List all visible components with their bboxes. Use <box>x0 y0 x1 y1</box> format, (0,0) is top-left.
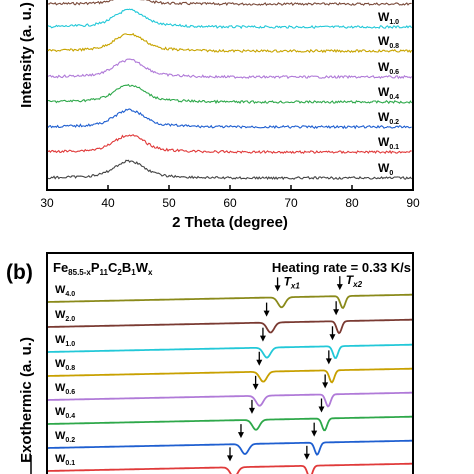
dsc-series-line <box>48 318 412 335</box>
tx-arrow-head <box>311 430 318 437</box>
panel-b: (b) Fe85.5-xP11C2B1Wx Heating rate = 0.3… <box>6 252 414 474</box>
panel-a: 2.0 W1.0 W0.8 W0.6 W0.4 W0.2 W0.1 W0 30 40 50 60 70… <box>18 0 420 231</box>
xrd-series-label: 2.0 <box>398 0 410 1</box>
tx-arrow-head <box>263 310 270 317</box>
xrd-series-line <box>47 159 413 181</box>
xrd-series-line <box>48 83 413 105</box>
tx-arrow-head <box>303 453 310 460</box>
dsc-series-line <box>48 367 412 384</box>
tx-marker-label: Tx2 <box>346 273 363 289</box>
dsc-series-label: W2.0 <box>55 309 75 323</box>
xrd-series-line <box>47 58 413 80</box>
dsc-series-label: W0.8 <box>55 358 75 372</box>
dsc-series-line <box>48 439 412 456</box>
dsc-series-line <box>48 343 412 359</box>
x-tick-label: 60 <box>223 196 237 210</box>
tx-arrow-head <box>227 455 233 462</box>
xrd-series-label: W1.0 <box>378 10 399 26</box>
xrd-series-line <box>47 32 413 54</box>
tx-arrow-head <box>336 284 343 291</box>
tx-arrow-head <box>318 406 325 413</box>
xrd-series-line <box>47 134 412 155</box>
tx-arrow-head <box>256 359 263 366</box>
panel-a-ylabel: Intensity (a. u.) <box>18 2 35 108</box>
tx-arrow-head <box>333 309 340 316</box>
dsc-series-line <box>48 293 412 310</box>
tx-arrow-head <box>329 334 336 341</box>
xrd-series-line <box>47 8 413 30</box>
tx-arrow-head <box>259 335 266 342</box>
dsc-series-label: W0.6 <box>55 382 75 396</box>
dsc-series-label: W0.1 <box>55 453 75 467</box>
x-tick-label: 30 <box>40 196 54 210</box>
dsc-series-label: W4.0 <box>55 284 75 298</box>
dsc-series-line <box>48 415 412 432</box>
tx-arrow-head <box>274 285 281 292</box>
x-tick-label: 70 <box>284 196 298 210</box>
panel-b-ylabel: Exothermic (a. u.) <box>18 337 35 463</box>
xrd-series-line <box>47 108 412 130</box>
x-tick-label: 80 <box>345 196 359 210</box>
xrd-series-label: W0.2 <box>378 110 399 126</box>
panel-b-label: (b) <box>6 261 33 284</box>
panel-a-frame <box>46 0 414 191</box>
dsc-series-label: W0.4 <box>55 406 75 420</box>
xrd-series-label: W0.1 <box>378 135 399 151</box>
x-tick-label: 40 <box>101 196 115 210</box>
tx-arrow-head <box>248 407 255 414</box>
dsc-series-label: W0.2 <box>55 430 75 444</box>
x-tick-label: 90 <box>406 196 420 210</box>
xrd-series-label: W0 <box>378 161 393 177</box>
tx-arrow-head <box>325 358 332 365</box>
panel-a-xlabel: 2 Theta (degree) <box>172 214 288 231</box>
xrd-series-label: W0.4 <box>378 85 399 101</box>
tx-arrow-head <box>252 383 259 390</box>
dsc-series-line <box>48 391 412 408</box>
tx-marker-label: Tx1 <box>284 274 301 290</box>
tx-arrow-head <box>237 432 244 439</box>
xrd-series-label: W0.6 <box>378 60 399 76</box>
dsc-series-label: W1.0 <box>55 334 75 348</box>
dsc-series-line <box>48 462 412 474</box>
panel-b-frame <box>46 252 414 474</box>
xrd-series-label: W0.8 <box>378 34 399 50</box>
panel-b-annotation: Heating rate = 0.33 K/s <box>272 260 411 275</box>
x-tick-label: 50 <box>162 196 176 210</box>
tx-arrow-head <box>322 382 329 389</box>
xrd-series-line <box>47 0 412 6</box>
panel-b-title: Fe85.5-xP11C2B1Wx <box>53 260 153 277</box>
